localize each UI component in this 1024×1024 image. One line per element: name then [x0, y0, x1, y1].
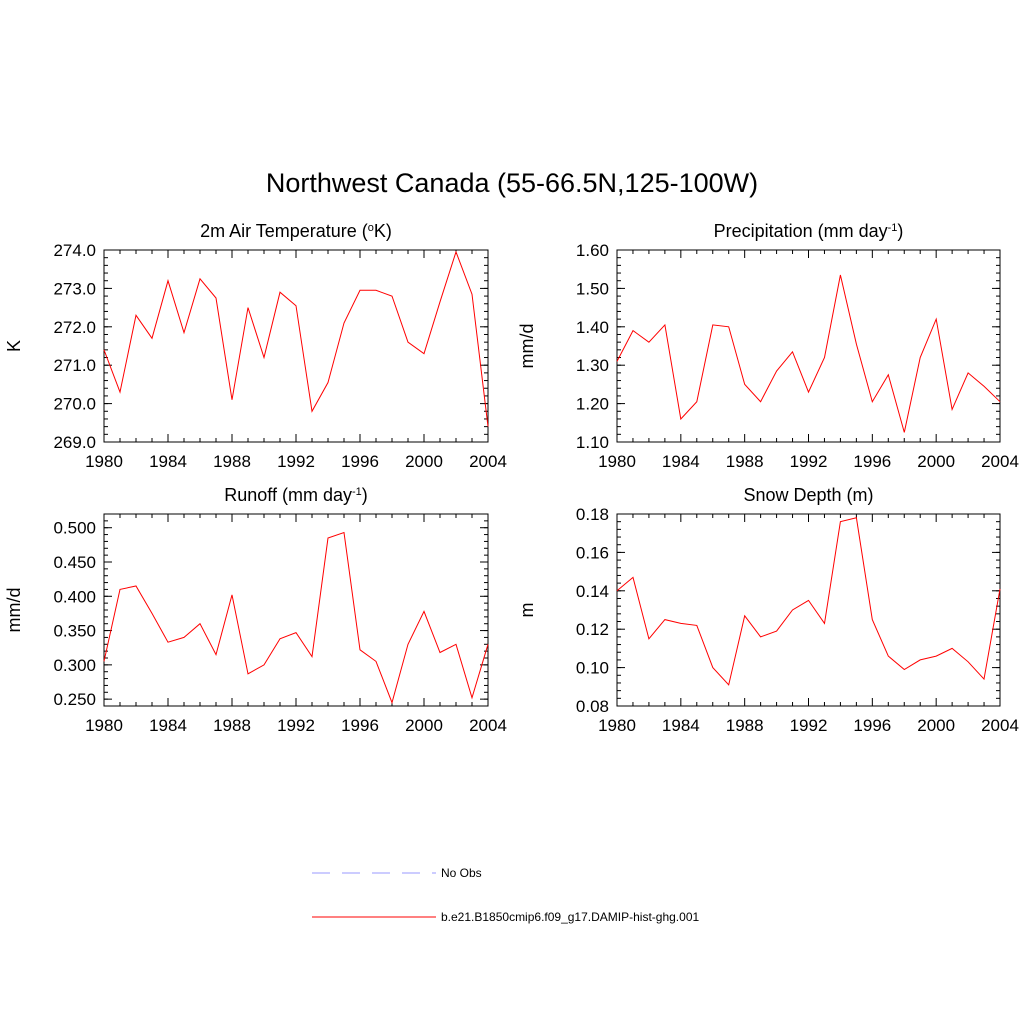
y-tick-label: 0.12 [576, 620, 609, 639]
panel-title-superscript: -1 [352, 486, 362, 498]
y-tick-label: 270.0 [53, 395, 96, 414]
figure-title: Northwest Canada (55-66.5N,125-100W) [265, 168, 759, 198]
x-tick-label: 1980 [598, 716, 636, 735]
y-tick-label: 0.14 [576, 582, 609, 601]
y-tick-label: 273.0 [53, 279, 96, 298]
x-tick-label: 1996 [341, 716, 379, 735]
legend: No Obs b.e21.B1850cmip6.f09_g17.DAMIP-hi… [312, 866, 699, 924]
x-tick-label: 1996 [341, 452, 379, 471]
y-tick-label: 1.30 [576, 356, 609, 375]
series-line-model [103, 250, 489, 427]
x-tick-label: 2004 [981, 716, 1019, 735]
chart-air-temperature: 2m Air Temperature (oK) K 269.0 270.0 271.0 2… [4, 221, 507, 471]
y-tick-label: 0.18 [576, 505, 609, 524]
panel-title-text: Runoff (mm day [224, 485, 352, 505]
panel-title: Runoff (mm day-1) [224, 485, 368, 505]
panel-title-suffix: ) [897, 221, 903, 241]
x-tick-label: 2000 [405, 716, 443, 735]
panel-title: Snow Depth (m) [743, 485, 873, 505]
x-tick-label: 2000 [917, 452, 955, 471]
x-tick-label: 1992 [790, 716, 828, 735]
x-tick-label: 1980 [85, 452, 123, 471]
x-tick-label: 1988 [726, 452, 764, 471]
series-line-model [616, 517, 1001, 686]
y-tick-label: 1.40 [576, 318, 609, 337]
plot-frame [616, 513, 1001, 707]
x-tick-label: 1988 [213, 452, 251, 471]
x-tick-label: 1992 [790, 452, 828, 471]
panel-title-superscript: o [368, 222, 374, 234]
y-axis-label: m [517, 603, 537, 618]
plot-frame [616, 249, 1001, 443]
plot-frame [103, 513, 489, 707]
y-tick-label: 0.300 [53, 656, 96, 675]
y-tick-label: 274.0 [53, 241, 96, 260]
x-tick-label: 2004 [981, 452, 1019, 471]
y-tick-label: 0.350 [53, 622, 96, 641]
y-axis-label: mm/d [4, 588, 24, 633]
x-tick-label: 1984 [149, 716, 187, 735]
panel-title-text: 2m Air Temperature ( [200, 221, 368, 241]
plot-frame [103, 249, 489, 443]
x-tick-label: 1984 [149, 452, 187, 471]
panels: 2m Air Temperature (oK) K 269.0 270.0 271.0 2… [4, 221, 1019, 735]
series-line-model [103, 531, 489, 705]
legend-model-label: b.e21.B1850cmip6.f09_g17.DAMIP-hist-ghg.… [441, 910, 699, 924]
y-tick-label: 1.10 [576, 433, 609, 452]
x-tick-label: 1988 [213, 716, 251, 735]
x-tick-label: 1984 [662, 452, 700, 471]
panel-title-text: Snow Depth (m) [743, 485, 873, 505]
y-tick-label: 0.08 [576, 697, 609, 716]
panel-title-suffix: K) [374, 221, 392, 241]
x-tick-label: 1980 [85, 716, 123, 735]
panel-title-superscript: -1 [888, 222, 898, 234]
y-tick-label: 0.450 [53, 553, 96, 572]
y-tick-label: 271.0 [53, 356, 96, 375]
chart-snow-depth: Snow Depth (m) m 0.08 0.10 0.12 0.14 0.16 0.18 1… [517, 485, 1019, 735]
y-tick-label: 0.250 [53, 690, 96, 709]
series-line-model [616, 274, 1001, 433]
y-tick-label: 272.0 [53, 318, 96, 337]
y-tick-label: 1.20 [576, 395, 609, 414]
panel-title: 2m Air Temperature (oK) [200, 221, 392, 241]
x-tick-label: 1996 [853, 716, 891, 735]
panel-title-suffix: ) [362, 485, 368, 505]
panel-title-text: Precipitation (mm day [714, 221, 888, 241]
x-tick-label: 1992 [277, 716, 315, 735]
y-tick-label: 1.50 [576, 279, 609, 298]
y-tick-label: 0.16 [576, 543, 609, 562]
legend-obs-label: No Obs [441, 866, 482, 880]
x-tick-label: 2000 [917, 716, 955, 735]
x-tick-label: 1988 [726, 716, 764, 735]
x-tick-label: 2004 [469, 716, 507, 735]
y-axis-label: K [4, 340, 24, 352]
chart-runoff: Runoff (mm day-1) mm/d 0.250 0.300 0.350 0.40… [4, 485, 507, 735]
x-tick-label: 1980 [598, 452, 636, 471]
y-tick-label: 0.10 [576, 659, 609, 678]
panel-title: Precipitation (mm day-1) [714, 221, 904, 241]
x-tick-label: 1984 [662, 716, 700, 735]
x-tick-label: 2004 [469, 452, 507, 471]
y-tick-label: 0.500 [53, 519, 96, 538]
y-tick-label: 1.60 [576, 241, 609, 260]
y-axis-label: mm/d [517, 324, 537, 369]
y-tick-label: 269.0 [53, 433, 96, 452]
x-tick-label: 1992 [277, 452, 315, 471]
y-tick-label: 0.400 [53, 587, 96, 606]
x-tick-label: 2000 [405, 452, 443, 471]
x-tick-label: 1996 [853, 452, 891, 471]
chart-precipitation: Precipitation (mm day-1) mm/d 1.10 1.20 1.30… [517, 221, 1019, 471]
